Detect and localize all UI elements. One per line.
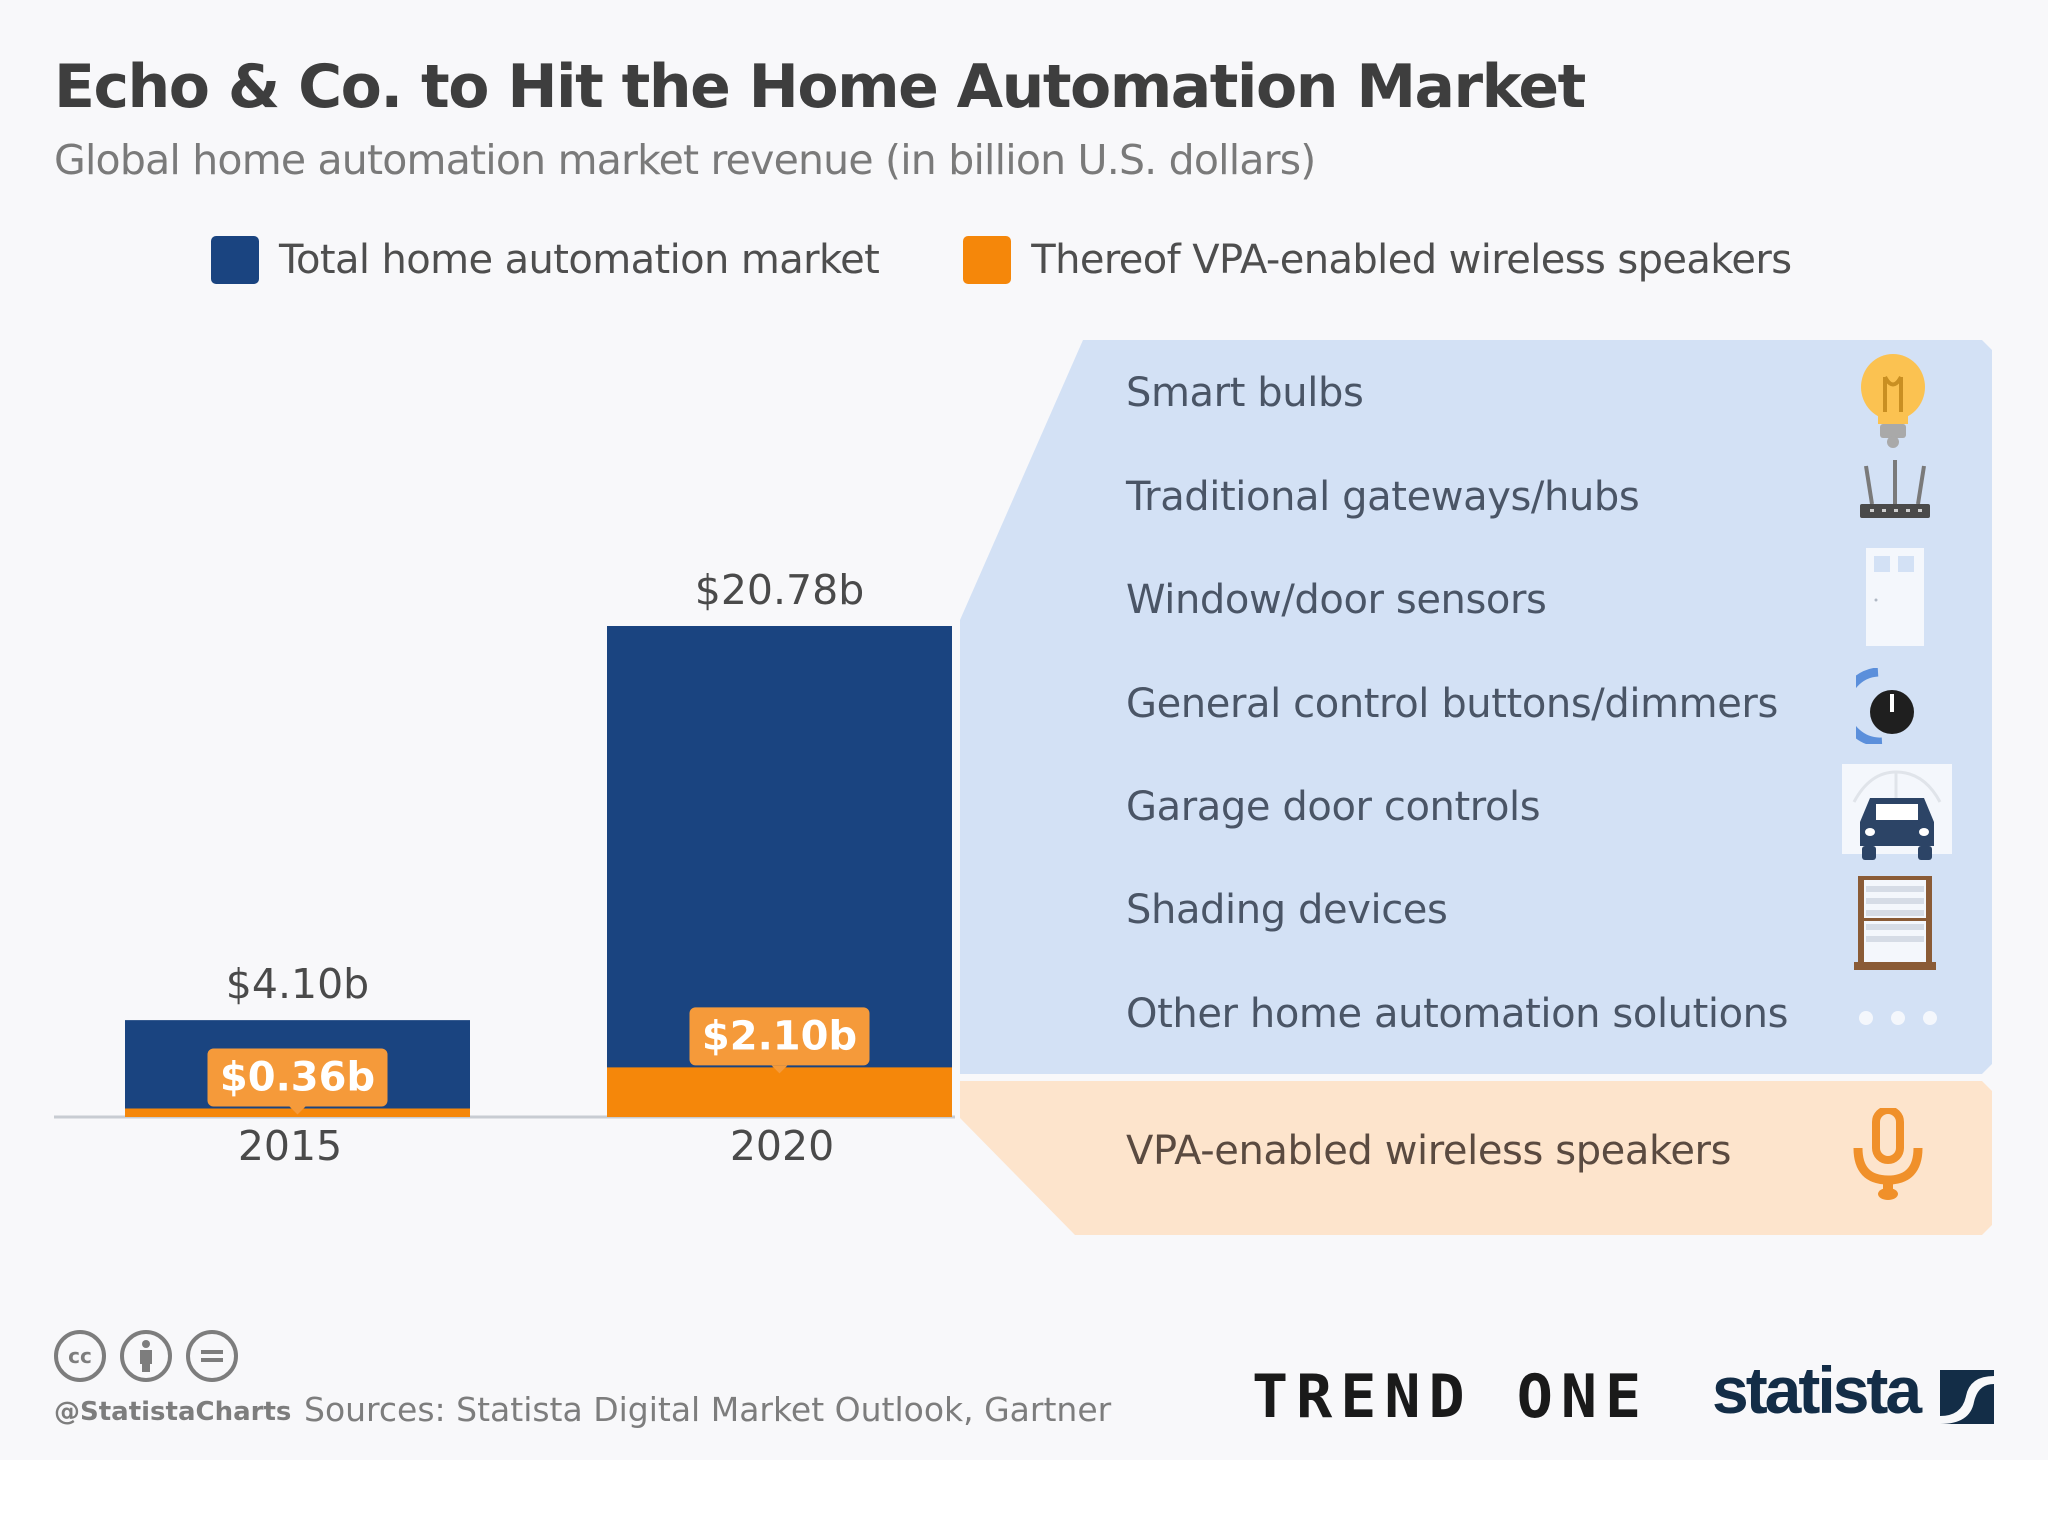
legend-swatch-vpa bbox=[963, 236, 1012, 284]
bar-vpa-2020 bbox=[607, 1067, 952, 1117]
legend: Total home automation market Thereof VPA… bbox=[211, 236, 1876, 284]
legend-label: Total home automation market bbox=[279, 237, 880, 283]
trend-one-logo[interactable]: TREND ONE bbox=[1252, 1362, 1650, 1432]
data-label-badge-vpa bbox=[689, 1007, 870, 1066]
data-label-vpa: $0.36b bbox=[220, 1054, 375, 1100]
statista-charts-handle[interactable]: @StatistaCharts bbox=[54, 1397, 292, 1427]
router-icon bbox=[1860, 460, 1930, 518]
legend-label: Thereof VPA-enabled wireless speakers bbox=[1031, 237, 1792, 283]
statista-logo-mark-icon bbox=[1940, 1370, 1994, 1424]
source-note: Sources: Statista Digital Market Outlook… bbox=[304, 1390, 1112, 1429]
vpa-segment-item: VPA-enabled wireless speakers bbox=[1126, 1128, 1732, 1174]
door-icon bbox=[1866, 548, 1924, 646]
segments-panel-blue bbox=[960, 340, 1992, 1074]
license-icons: cc bbox=[54, 1330, 252, 1382]
chart-subtitle: Global home automation market revenue (i… bbox=[54, 136, 1316, 184]
cc-icon[interactable]: cc bbox=[54, 1330, 106, 1382]
segment-item: Traditional gateways/hubs bbox=[1126, 474, 1640, 520]
segment-item: Garage door controls bbox=[1126, 784, 1541, 830]
data-label-total: $20.78b bbox=[695, 566, 865, 614]
statista-logo[interactable]: statista bbox=[1712, 1353, 1922, 1427]
attribution-icon[interactable] bbox=[120, 1330, 172, 1382]
segment-item: Window/door sensors bbox=[1126, 577, 1547, 623]
data-label-total: $4.10b bbox=[226, 960, 369, 1008]
segment-item: Shading devices bbox=[1126, 887, 1448, 933]
legend-item-total: Total home automation market bbox=[211, 236, 880, 284]
x-tick-label: 2020 bbox=[730, 1122, 834, 1170]
segment-item: Smart bulbs bbox=[1126, 370, 1364, 416]
badge-pointer bbox=[289, 1106, 306, 1115]
dimmer-knob-icon bbox=[1856, 668, 1914, 744]
microphone-icon bbox=[1853, 1108, 1923, 1200]
data-label-badge-vpa bbox=[207, 1048, 388, 1107]
more-dots-icon bbox=[1859, 1011, 1937, 1025]
segments-panel-orange bbox=[960, 1081, 1992, 1235]
legend-item-vpa: Thereof VPA-enabled wireless speakers bbox=[963, 236, 1792, 284]
garage-car-icon bbox=[1842, 764, 1952, 860]
bar-chart: $4.10b $0.36b $20.78b $2.10b 2015 2020 bbox=[54, 340, 1992, 1235]
badge-pointer bbox=[771, 1065, 788, 1074]
segment-item: General control buttons/dimmers bbox=[1126, 681, 1778, 727]
x-tick-label: 2015 bbox=[238, 1122, 342, 1170]
legend-swatch-total bbox=[211, 236, 259, 284]
bars-group: $4.10b $0.36b $20.78b $2.10b bbox=[125, 566, 952, 1117]
data-label-vpa: $2.10b bbox=[702, 1013, 857, 1059]
window-blinds-icon bbox=[1854, 876, 1936, 970]
lightbulb-icon bbox=[1861, 354, 1925, 448]
chart-title: Echo & Co. to Hit the Home Automation Ma… bbox=[54, 52, 1586, 122]
segment-item: Other home automation solutions bbox=[1126, 991, 1789, 1037]
no-derivatives-icon[interactable] bbox=[186, 1330, 238, 1382]
